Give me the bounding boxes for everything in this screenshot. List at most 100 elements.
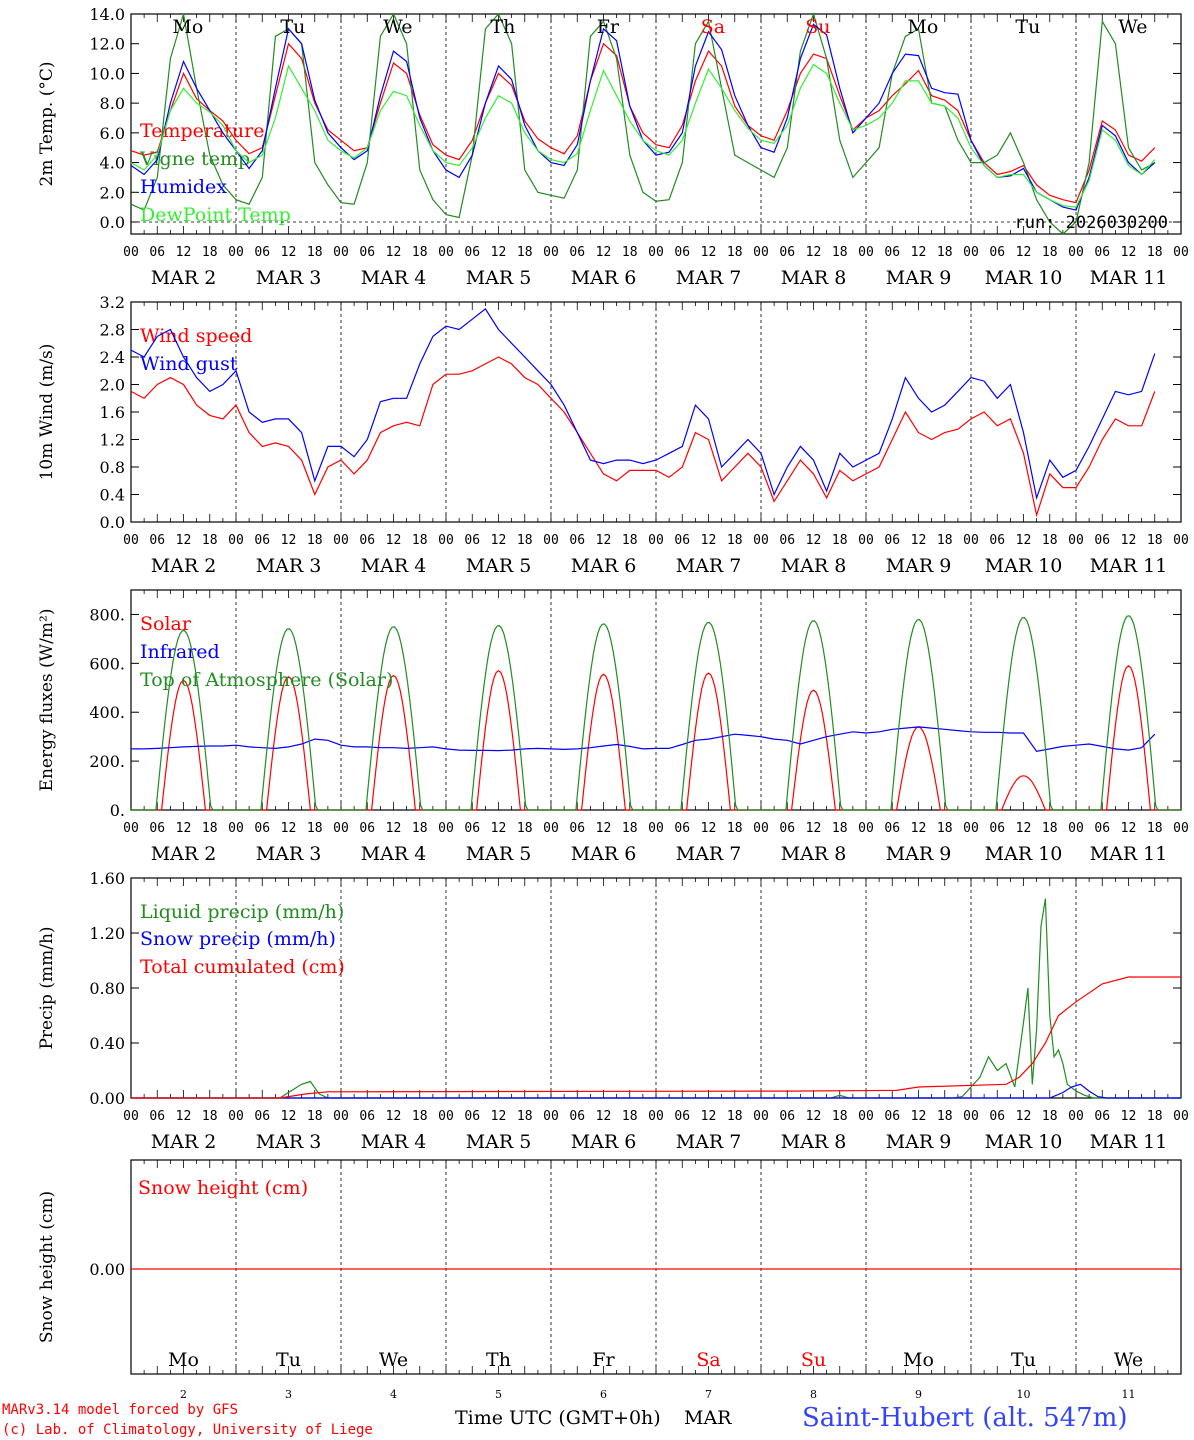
x-date-label: MAR 10	[985, 267, 1063, 289]
x-hour-label: 12	[806, 245, 822, 260]
lab-credit: (c) Lab. of Climatology, University of L…	[2, 1422, 373, 1438]
panel-3: 0. 200. 400. 600. 800. Energy fluxes (W/m²) 00…	[37, 589, 1189, 865]
legend-entry: Total cumulated (cm)	[140, 956, 345, 978]
series-snow-precip-mm-h-	[131, 1083, 1181, 1099]
x-hour-label: 00	[123, 533, 139, 548]
x-hour-label: 12	[911, 1109, 927, 1124]
x-date-label: MAR 9	[886, 1131, 952, 1153]
x-hour-label: 18	[832, 821, 848, 836]
x-hour-label: 18	[937, 1109, 953, 1124]
panel-5: 0.00 Snow height (cm) Snow height (cm) Mo 2 T…	[37, 1159, 1182, 1401]
x-hour-label: 06	[989, 821, 1005, 836]
x-hour-label: 00	[1068, 245, 1084, 260]
y-axis-title: Energy fluxes (W/m²)	[37, 609, 57, 792]
x-hour-label: 18	[832, 533, 848, 548]
y-tick-label: 0.40	[89, 1034, 125, 1053]
y-tick-label: 0.0	[100, 513, 125, 532]
y-tick-label: 1.6	[100, 403, 125, 422]
x-hour-label: 06	[884, 821, 900, 836]
x-hour-label: 18	[1147, 245, 1163, 260]
x-hour-label: 12	[491, 821, 507, 836]
x-hour-label: 12	[1016, 1109, 1032, 1124]
x-hour-label: 06	[674, 1109, 690, 1124]
x-hour-label: 18	[1147, 821, 1163, 836]
x-hour-label: 12	[806, 1109, 822, 1124]
x-hour-label: 12	[176, 1109, 192, 1124]
x-hour-label: 06	[464, 821, 480, 836]
x-hour-label: 06	[674, 533, 690, 548]
series-wind-gust	[130, 308, 1156, 501]
x-hour-label: 18	[307, 821, 323, 836]
y-tick-label: 0.80	[89, 979, 125, 998]
y-tick-label: 0.00	[89, 1089, 125, 1108]
x-date-label: MAR 2	[151, 1131, 217, 1153]
x-hour-label: 06	[674, 245, 690, 260]
run-annotation: run: 2026030200	[1014, 213, 1168, 233]
x-hour-label: 00	[123, 1109, 139, 1124]
day-number: 2	[180, 1388, 187, 1401]
x-hour-label: 06	[569, 245, 585, 260]
y-tick-label: 4.0	[100, 154, 125, 173]
x-hour-label: 06	[464, 533, 480, 548]
x-hour-label: 12	[1121, 533, 1137, 548]
x-hour-label: 06	[359, 533, 375, 548]
x-hour-label: 18	[307, 245, 323, 260]
x-hour-label: 00	[753, 821, 769, 836]
x-hour-label: 18	[517, 821, 533, 836]
x-date-label: MAR 10	[985, 843, 1063, 865]
x-date-label: MAR 11	[1090, 555, 1168, 577]
x-hour-label: 18	[832, 245, 848, 260]
series-liquid-precip-mm-h-	[131, 898, 1181, 1099]
y-tick-label: 14.0	[89, 5, 125, 24]
day-number: 10	[1017, 1388, 1031, 1401]
x-hour-label: 18	[412, 1109, 428, 1124]
x-hour-label: 12	[1121, 821, 1137, 836]
legend-entry: Vigne temp	[139, 148, 250, 170]
y-tick-label: 1.2	[100, 431, 125, 450]
day-name: We	[383, 16, 412, 38]
day-name: Mo	[903, 1349, 934, 1371]
x-hour-label: 06	[779, 533, 795, 548]
x-hour-label: 00	[543, 245, 559, 260]
x-date-label: MAR 6	[571, 267, 637, 289]
x-hour-label: 00	[333, 1109, 349, 1124]
x-hour-label: 06	[1094, 821, 1110, 836]
day-name: Tu	[1015, 16, 1040, 38]
x-hour-label: 18	[202, 821, 218, 836]
day-number: 9	[915, 1388, 922, 1401]
x-hour-label: 06	[569, 821, 585, 836]
x-hour-label: 12	[386, 245, 402, 260]
x-hour-label: 06	[254, 245, 270, 260]
x-hour-label: 00	[963, 821, 979, 836]
x-hour-label: 18	[412, 245, 428, 260]
x-hour-label: 12	[911, 821, 927, 836]
y-tick-label: 200.	[89, 752, 125, 771]
x-axis-title: Time UTC (GMT+0h)	[455, 1407, 661, 1429]
x-hour-label: 12	[281, 533, 297, 548]
series-total-cumulated-cm-	[131, 976, 1181, 1099]
x-hour-label: 06	[149, 245, 165, 260]
series-temperature	[130, 42, 1156, 204]
day-number: 3	[285, 1388, 292, 1401]
x-hour-label: 00	[228, 1109, 244, 1124]
x-hour-label: 00	[963, 245, 979, 260]
x-date-label: MAR 4	[361, 843, 427, 865]
x-date-label: MAR 9	[886, 267, 952, 289]
x-hour-label: 12	[1121, 245, 1137, 260]
x-date-label: MAR 6	[571, 1131, 637, 1153]
x-hour-label: 06	[569, 533, 585, 548]
x-hour-label: 00	[228, 821, 244, 836]
x-hour-label: 12	[176, 533, 192, 548]
x-date-label: MAR 9	[886, 843, 952, 865]
x-hour-label: 18	[832, 1109, 848, 1124]
day-name: Tu	[280, 16, 305, 38]
legend-entry: Solar	[140, 613, 192, 635]
x-hour-label: 00	[1068, 1109, 1084, 1124]
legend-entry: Humidex	[140, 176, 227, 198]
x-hour-label: 18	[1042, 1109, 1058, 1124]
x-date-label: MAR 7	[676, 555, 742, 577]
x-hour-label: 06	[884, 1109, 900, 1124]
y-axis-title: Snow height (cm)	[37, 1191, 57, 1343]
x-hour-label: 18	[307, 1109, 323, 1124]
x-hour-label: 18	[727, 533, 743, 548]
